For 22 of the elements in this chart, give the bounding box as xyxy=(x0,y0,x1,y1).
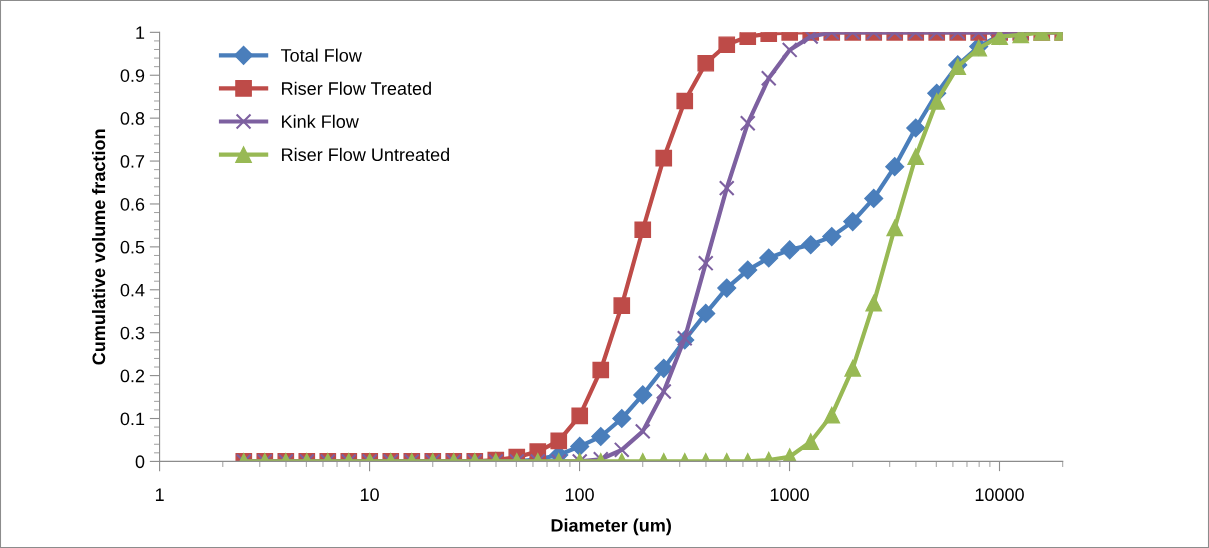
x-tick-label: 10 xyxy=(360,488,379,502)
y-tick-label: 0.9 xyxy=(120,69,145,82)
y-tick-label: 0.6 xyxy=(120,197,145,211)
y-tick-label: 0.7 xyxy=(120,154,145,168)
x-axis-title: Diameter (um) xyxy=(551,518,671,536)
x-tick-label: 100 xyxy=(565,488,594,502)
y-axis-title: Cumulative volume fraction xyxy=(91,129,106,365)
y-tick-label: 0 xyxy=(135,455,145,469)
legend-label: Total Flow xyxy=(280,48,362,62)
x-tick-label: 1000 xyxy=(770,488,809,502)
legend-label: Riser Flow Treated xyxy=(282,81,431,95)
y-tick-label: 0.5 xyxy=(120,240,145,254)
y-tick-label: 0.2 xyxy=(120,369,145,383)
legend-label: Riser Flow Untreated xyxy=(282,147,449,162)
x-tick-label: 1 xyxy=(155,488,164,501)
y-tick-label: 1 xyxy=(136,26,145,39)
x-tick-label: 10000 xyxy=(975,488,1024,502)
y-tick-label: 0.3 xyxy=(120,326,145,340)
y-tick-label: 0.1 xyxy=(120,412,145,426)
y-tick-label: 0.8 xyxy=(120,112,145,125)
y-tick-label: 0.4 xyxy=(120,283,145,297)
legend-label: Kink Flow xyxy=(282,114,359,129)
